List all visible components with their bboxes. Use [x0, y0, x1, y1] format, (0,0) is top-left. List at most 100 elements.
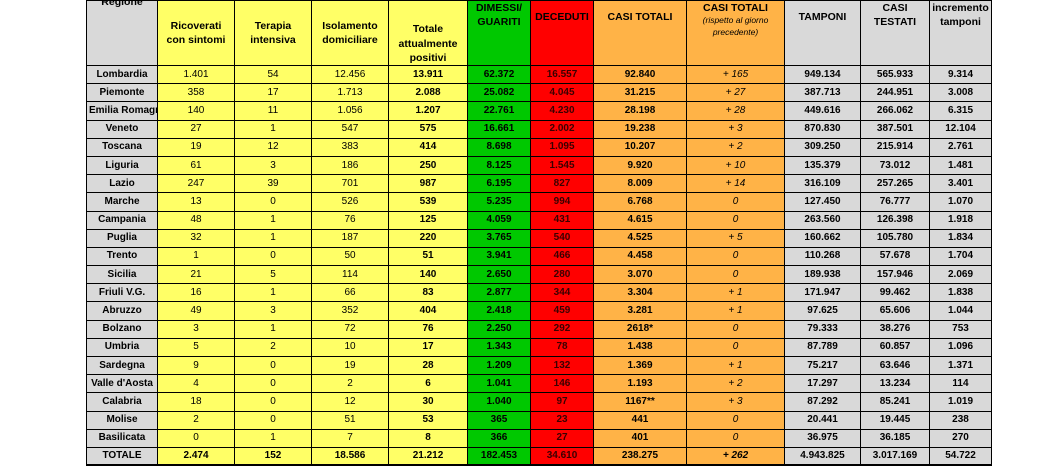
total-cell-isolamento: 18.586	[311, 446, 389, 466]
cell-ricoverati: 48	[157, 210, 235, 230]
cell-dimessi: 6.195	[467, 174, 531, 194]
cell-isolamento: 19	[311, 355, 389, 376]
cell-dimessi: 366	[467, 428, 531, 448]
cell-dimessi: 22.761	[467, 101, 531, 121]
header-casi-totali-delta-title: CASI TOTALI	[703, 2, 768, 14]
cell-isolamento: 547	[311, 119, 389, 139]
cell-totale-positivi: 53	[388, 410, 468, 430]
cell-casi-totali: 8.009	[593, 174, 687, 194]
cell-dimessi: 8.125	[467, 155, 531, 176]
cell-regione: Trento	[86, 246, 158, 267]
cell-casi-totali: 2618*	[593, 319, 687, 339]
cell-casi-totali: 1.438	[593, 337, 687, 358]
cell-casi-totali: 3.281	[593, 301, 687, 321]
cell-incremento: 3.401	[929, 174, 992, 194]
cell-incremento: 270	[929, 428, 992, 448]
cell-terapia: 0	[234, 246, 312, 267]
cell-tamponi: 171.947	[784, 283, 861, 303]
total-cell-delta: + 262	[686, 446, 785, 466]
cell-delta: + 14	[686, 174, 785, 194]
total-cell-totale-positivi: 21.212	[388, 446, 468, 466]
cell-totale-positivi: 987	[388, 174, 468, 194]
cell-regione: Basilicata	[86, 428, 158, 448]
cell-casi-testati: 565.933	[860, 64, 930, 85]
total-cell-incremento: 54.722	[929, 446, 992, 466]
cell-ricoverati: 19	[157, 137, 235, 157]
cell-deceduti: 466	[530, 246, 594, 267]
cell-regione: Sardegna	[86, 355, 158, 376]
cell-casi-testati: 63.646	[860, 355, 930, 376]
cell-incremento: 1.838	[929, 283, 992, 303]
cell-ricoverati: 18	[157, 392, 235, 412]
cell-delta: + 5	[686, 228, 785, 248]
cell-incremento: 114	[929, 374, 992, 394]
cell-incremento: 753	[929, 319, 992, 339]
cell-incremento: 3.008	[929, 83, 992, 103]
table-row: Campania 48 1 76 125 4.059 431 4.615 0 263.560 126…	[86, 210, 992, 230]
cell-tamponi: 449.616	[784, 101, 861, 121]
table-row: Basilicata 0 1 7 8 366 27 401 0 36.975 36.185 270	[86, 428, 992, 448]
cell-deceduti: 23	[530, 410, 594, 430]
cell-terapia: 12	[234, 137, 312, 157]
cell-isolamento: 701	[311, 174, 389, 194]
cell-totale-positivi: 250	[388, 155, 468, 176]
cell-regione: Umbria	[86, 337, 158, 358]
header-incremento: incremento tamponi	[929, 0, 992, 66]
cell-isolamento: 186	[311, 155, 389, 176]
cell-totale-positivi: 83	[388, 283, 468, 303]
cell-delta: + 2	[686, 137, 785, 157]
cell-casi-testati: 13.234	[860, 374, 930, 394]
header-deceduti: DECEDUTI	[530, 0, 594, 66]
cell-deceduti: 2.002	[530, 119, 594, 139]
cell-dimessi: 365	[467, 410, 531, 430]
total-cell-dimessi: 182.453	[467, 446, 531, 466]
cell-regione: Liguria	[86, 155, 158, 176]
table-row: Toscana 19 12 383 414 8.698 1.095 10.207 + 2 309.…	[86, 137, 992, 157]
cell-tamponi: 97.625	[784, 301, 861, 321]
cell-casi-testati: 19.445	[860, 410, 930, 430]
cell-tamponi: 949.134	[784, 64, 861, 85]
cell-casi-totali: 19.238	[593, 119, 687, 139]
cell-isolamento: 10	[311, 337, 389, 358]
cell-isolamento: 12.456	[311, 64, 389, 85]
cell-casi-testati: 73.012	[860, 155, 930, 176]
cell-deceduti: 132	[530, 355, 594, 376]
cell-isolamento: 1.056	[311, 101, 389, 121]
cell-incremento: 1.704	[929, 246, 992, 267]
cell-casi-totali: 1.193	[593, 374, 687, 394]
cell-isolamento: 352	[311, 301, 389, 321]
total-row: TOTALE 2.474 152 18.586 21.212 182.453 34.610 2…	[86, 446, 992, 466]
cell-totale-positivi: 575	[388, 119, 468, 139]
cell-incremento: 1.371	[929, 355, 992, 376]
cell-delta: + 10	[686, 155, 785, 176]
cell-delta: 0	[686, 246, 785, 267]
cell-dimessi: 4.059	[467, 210, 531, 230]
cell-isolamento: 7	[311, 428, 389, 448]
cell-tamponi: 20.441	[784, 410, 861, 430]
cell-delta: + 3	[686, 392, 785, 412]
cell-terapia: 3	[234, 301, 312, 321]
cell-deceduti: 97	[530, 392, 594, 412]
cell-incremento: 9.314	[929, 64, 992, 85]
cell-casi-testati: 266.062	[860, 101, 930, 121]
cell-terapia: 5	[234, 265, 312, 285]
table-row: Umbria 5 2 10 17 1.343 78 1.438 0 87.789 60.857 1.0…	[86, 337, 992, 358]
table-row: Puglia 32 1 187 220 3.765 540 4.525 + 5 160.662 10…	[86, 228, 992, 248]
cell-deceduti: 16.557	[530, 64, 594, 85]
cell-deceduti: 994	[530, 192, 594, 212]
cell-ricoverati: 0	[157, 428, 235, 448]
cell-deceduti: 4.230	[530, 101, 594, 121]
cell-totale-positivi: 6	[388, 374, 468, 394]
cell-casi-totali: 4.458	[593, 246, 687, 267]
cell-incremento: 6.315	[929, 101, 992, 121]
cell-isolamento: 383	[311, 137, 389, 157]
cell-delta: 0	[686, 337, 785, 358]
cell-terapia: 0	[234, 392, 312, 412]
cell-casi-testati: 244.951	[860, 83, 930, 103]
cell-tamponi: 87.292	[784, 392, 861, 412]
cell-regione: Valle d'Aosta	[86, 374, 158, 394]
cell-delta: 0	[686, 428, 785, 448]
cell-casi-totali: 3.304	[593, 283, 687, 303]
cell-deceduti: 27	[530, 428, 594, 448]
cell-incremento: 1.481	[929, 155, 992, 176]
